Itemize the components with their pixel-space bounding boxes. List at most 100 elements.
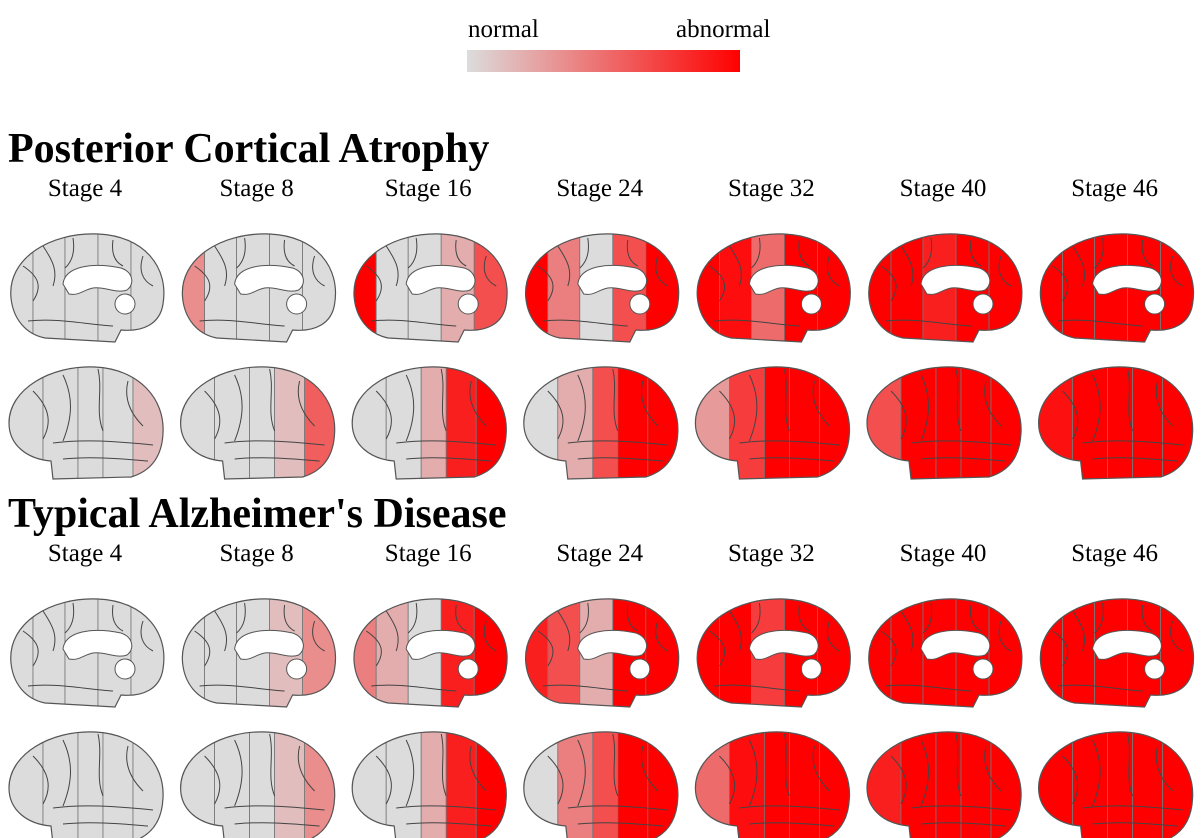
sulcus [440,368,447,432]
brainstem [1144,658,1166,680]
sulcus [234,374,243,442]
sulcus [1092,457,1178,462]
sulcus [396,805,497,811]
sulcus [97,733,104,797]
brain-outline [868,598,1023,708]
sulcus [52,805,154,811]
sulcus [27,319,114,327]
sulcus [440,733,447,797]
sulcus [483,620,497,652]
brain-region [935,731,962,838]
corpus-callosum [577,629,648,660]
sulcus [140,255,154,287]
sulcus [1082,805,1183,811]
brain-regions [523,731,678,838]
sulcus [751,237,761,269]
sulcus [405,374,415,442]
corpus-callosum [748,629,819,660]
stage-label: Stage 32 [728,540,815,567]
brain-region [557,731,594,838]
brain-regions [867,366,1022,480]
sulcus [557,245,571,287]
sulcus [748,374,758,442]
sulcus [27,684,114,692]
sulcus [269,368,276,432]
sulcus [22,630,39,667]
brain-outline [181,598,337,708]
sulcus [1170,620,1183,652]
brain-region [1107,366,1133,480]
sulcus [749,822,835,827]
brain-medial [868,233,1023,343]
brain-region [77,366,104,480]
sulcus [812,745,830,792]
brain-regions [180,731,335,838]
sulcus [64,602,75,634]
brain-region [764,366,790,480]
brain-region [789,731,820,838]
sulcus [885,319,972,327]
sulcus [194,630,211,667]
sulcus [920,739,929,807]
sulcus [1092,374,1101,442]
sulcus [1052,265,1069,302]
brain-lateral [180,731,336,838]
brain-lateral [866,731,1022,838]
sulcus [612,368,619,432]
sulcus [385,610,399,652]
sulcus [1127,368,1134,432]
corpus-callosum [1092,264,1162,295]
sulcus [783,733,790,797]
brain-lateral [1037,731,1194,838]
sulcus [22,265,39,302]
sulcus [920,822,1007,827]
brain-outline [8,731,164,838]
brain-region [102,366,134,480]
sulcus [922,237,933,269]
sulcus [64,237,75,269]
brain-lateral [866,366,1022,480]
brain-region [42,731,79,838]
brain-region [525,598,549,707]
sulcus [922,602,933,634]
sulcus [269,733,276,797]
corpus-callosum [748,264,819,295]
brain-regions [695,366,850,480]
brain-region [304,731,335,838]
sulcus [714,319,800,327]
brain-medial [525,598,680,708]
sulcus [577,822,663,827]
sulcus [1141,239,1153,267]
stage-label: Stage 8 [219,540,293,567]
sulcus [542,319,628,327]
sulcus [579,602,590,634]
sulcus [396,440,497,446]
sulcus [577,457,663,462]
sulcus [537,630,554,667]
corpus-callosum [405,264,476,295]
sulcus [798,239,810,267]
sulcus [32,755,49,805]
sulcus [140,620,154,652]
sulcus [748,739,758,807]
sulcus [920,374,929,442]
stage-label: Stage 8 [219,175,293,202]
legend-high-label: abnormal [676,16,770,43]
brain-region [592,366,619,480]
sulcus [283,239,295,267]
brain-region [617,366,649,480]
brain-outline [868,233,1023,343]
sulcus [970,604,982,632]
brain-medial [525,233,680,343]
sulcus [885,684,972,692]
brain-medial [181,598,337,708]
sulcus [749,457,835,462]
sulcus [455,239,467,267]
sulcus [199,684,285,692]
corpus-callosum [234,629,304,660]
brain-outline [866,731,1022,838]
sulcus [984,745,1002,792]
sulcus [910,440,1012,446]
brainstem [114,658,136,680]
sulcus [371,319,457,327]
